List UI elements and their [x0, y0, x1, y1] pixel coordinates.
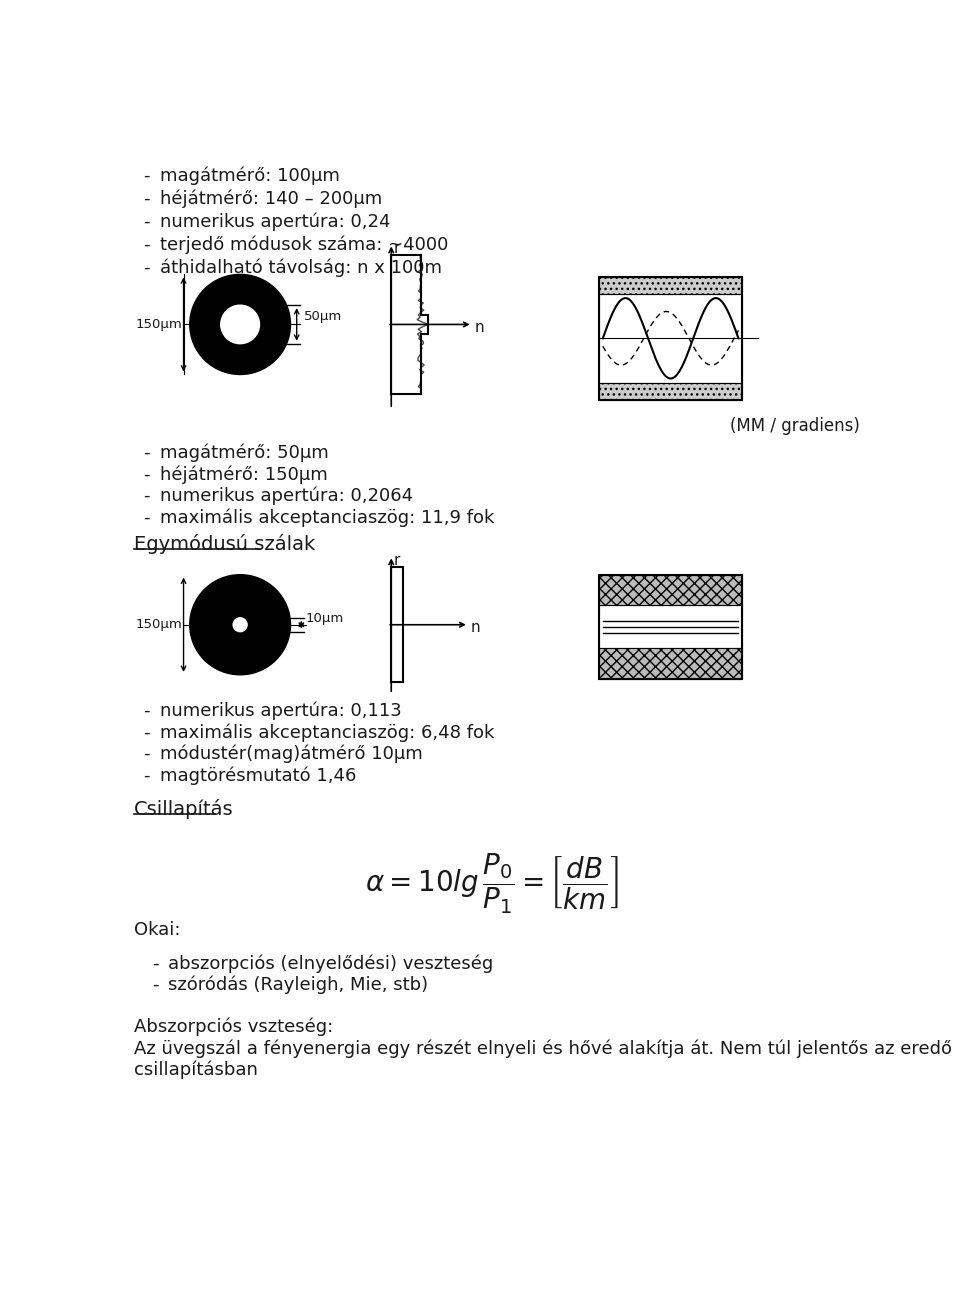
Text: -: -: [143, 236, 150, 255]
Text: -: -: [143, 766, 150, 784]
Text: n: n: [471, 620, 481, 636]
Text: 150μm: 150μm: [135, 619, 182, 632]
Text: r: r: [394, 242, 400, 256]
Text: -: -: [143, 745, 150, 762]
Text: numerikus apertúra: 0,24: numerikus apertúra: 0,24: [160, 213, 391, 231]
Bar: [599, 575, 742, 678]
Text: szóródás (Rayleigh, Mie, stb): szóródás (Rayleigh, Mie, stb): [168, 975, 428, 995]
Text: Az üvegszál a fényenergia egy részét elnyeli és hővé alakítja át. Nem túl jelent: Az üvegszál a fényenergia egy részét eln…: [134, 1039, 952, 1057]
Text: Okai:: Okai:: [134, 921, 180, 939]
Text: maximális akceptanciaszög: 11,9 fok: maximális akceptanciaszög: 11,9 fok: [160, 509, 494, 527]
Text: 150μm: 150μm: [135, 318, 182, 331]
Text: -: -: [143, 443, 150, 461]
Text: -: -: [153, 975, 159, 994]
Text: abszorpciós (elnyelődési) veszteség: abszorpciós (elnyelődési) veszteség: [168, 955, 493, 973]
Text: magátmérő: 100μm: magátmérő: 100μm: [160, 167, 340, 185]
Text: magtörésmutató 1,46: magtörésmutató 1,46: [160, 766, 357, 786]
Bar: [599, 647, 742, 678]
Text: Csillapítás: Csillapítás: [134, 798, 233, 819]
Text: numerikus apertúra: 0,113: numerikus apertúra: 0,113: [160, 702, 402, 720]
Text: n: n: [475, 320, 485, 335]
Text: -: -: [143, 702, 150, 720]
Text: numerikus apertúra: 0,2064: numerikus apertúra: 0,2064: [160, 487, 414, 505]
Circle shape: [190, 274, 291, 375]
Text: áthidalható távolság: n x 100m: áthidalható távolság: n x 100m: [160, 258, 443, 278]
Text: -: -: [143, 465, 150, 483]
Text: -: -: [143, 724, 150, 742]
Text: héjátmérő: 140 – 200μm: héjátmérő: 140 – 200μm: [160, 190, 382, 208]
Text: -: -: [143, 213, 150, 231]
Text: terjedő módusok száma: ~4000: terjedő módusok száma: ~4000: [160, 236, 448, 255]
Text: -: -: [143, 190, 150, 208]
Text: héjátmérő: 150μm: héjátmérő: 150μm: [160, 465, 328, 483]
Bar: [599, 606, 742, 647]
Text: magátmérő: 50μm: magátmérő: 50μm: [160, 443, 329, 463]
Text: (MM / gradiens): (MM / gradiens): [731, 417, 860, 435]
Text: csillapításban: csillapításban: [134, 1061, 258, 1079]
Bar: [599, 276, 742, 401]
Text: -: -: [143, 509, 150, 526]
Text: 10μm: 10μm: [306, 612, 345, 625]
Text: 50μm: 50μm: [303, 310, 342, 323]
Text: $\alpha = 10lg\,\dfrac{P_0}{P_1} = \left[\dfrac{dB}{km}\right]$: $\alpha = 10lg\,\dfrac{P_0}{P_1} = \left…: [365, 851, 619, 916]
Circle shape: [233, 618, 247, 632]
Bar: [599, 293, 742, 382]
Text: maximális akceptanciaszög: 6,48 fok: maximális akceptanciaszög: 6,48 fok: [160, 724, 494, 742]
Circle shape: [190, 575, 291, 674]
Bar: [599, 382, 742, 401]
Bar: [599, 575, 742, 606]
Text: Abszorpciós vszteség:: Abszorpciós vszteség:: [134, 1017, 333, 1036]
Text: r: r: [394, 553, 400, 568]
Circle shape: [221, 305, 259, 344]
Text: módustér(mag)átmérő 10μm: módustér(mag)átmérő 10μm: [160, 745, 423, 764]
Text: -: -: [153, 955, 159, 973]
Text: -: -: [143, 258, 150, 276]
Bar: [599, 276, 742, 293]
Text: Egymódusú szálak: Egymódusú szálak: [134, 534, 315, 554]
Text: -: -: [143, 167, 150, 185]
Text: -: -: [143, 487, 150, 505]
